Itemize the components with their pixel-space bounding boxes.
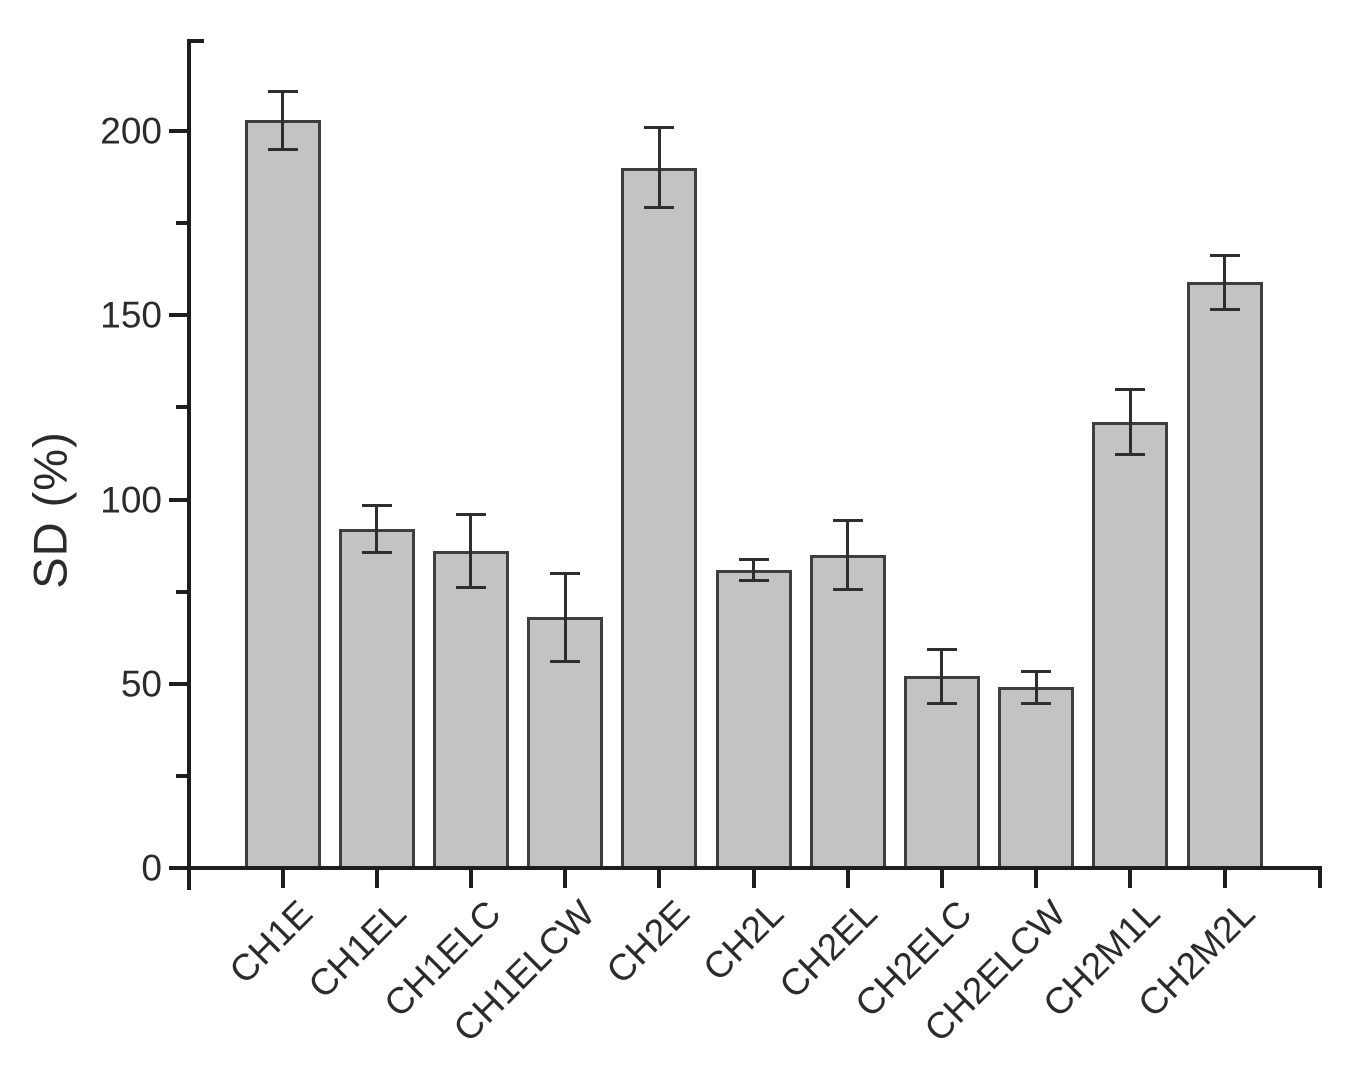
error-bar-cap-bottom xyxy=(455,585,486,589)
y-minor-tick xyxy=(176,405,187,410)
bar-CH2ELC xyxy=(903,676,980,870)
error-bar-cap-top xyxy=(926,647,957,651)
x-category-tick xyxy=(657,870,662,888)
error-bar-cap-bottom xyxy=(267,147,298,151)
error-bar-cap-top xyxy=(1021,669,1052,673)
error-bar-cap-bottom xyxy=(644,206,675,210)
error-bar-cap-bottom xyxy=(832,587,863,591)
bar-CH2E xyxy=(621,167,698,870)
y-minor-tick xyxy=(176,589,187,594)
error-bar-cap-top xyxy=(832,518,863,522)
error-bar-line xyxy=(846,519,850,590)
x-category-tick xyxy=(939,870,944,888)
y-major-tick xyxy=(169,866,187,870)
error-bar-line xyxy=(1034,670,1038,705)
error-bar-cap-top xyxy=(1115,388,1146,392)
x-category-tick xyxy=(845,870,850,888)
y-minor-tick xyxy=(176,773,187,778)
bar-CH2M2L xyxy=(1186,282,1263,870)
error-bar-cap-bottom xyxy=(550,659,581,663)
y-major-tick xyxy=(169,497,187,502)
x-axis-end-tick xyxy=(1318,870,1322,888)
y-tick-label: 50 xyxy=(120,663,162,705)
y-major-tick xyxy=(169,129,187,134)
error-bar-line xyxy=(657,127,661,209)
category-label-CH2E: CH2E xyxy=(598,892,697,992)
x-axis-line xyxy=(187,866,1322,870)
bar-CH2L xyxy=(715,569,792,870)
error-bar-line xyxy=(1223,254,1226,310)
y-axis-line xyxy=(187,39,191,890)
x-category-tick xyxy=(1128,870,1133,888)
error-bar-cap-bottom xyxy=(1115,453,1146,457)
y-tick-label: 100 xyxy=(100,479,162,521)
error-bar-cap-top xyxy=(738,557,769,561)
error-bar-cap-bottom xyxy=(1209,307,1240,311)
error-bar-cap-top xyxy=(644,126,675,130)
y-minor-tick xyxy=(176,221,187,226)
error-bar-cap-bottom xyxy=(738,578,769,582)
bar-CH2EL xyxy=(809,554,886,870)
y-tick-label: 200 xyxy=(100,110,162,152)
bar-CH1ELC xyxy=(432,551,509,870)
bar-CH2ELCW xyxy=(998,687,1075,870)
error-bar-line xyxy=(469,514,473,588)
error-bar-cap-bottom xyxy=(361,550,392,554)
x-category-tick xyxy=(1222,870,1227,888)
x-category-tick xyxy=(751,870,756,888)
error-bar-cap-top xyxy=(1209,253,1240,257)
x-category-tick xyxy=(1034,870,1039,888)
error-bar-cap-bottom xyxy=(926,702,957,706)
y-tick-label: 150 xyxy=(100,294,162,336)
error-bar-cap-top xyxy=(550,572,581,576)
bar-CH1EL xyxy=(338,529,415,870)
error-bar-cap-top xyxy=(361,504,392,508)
error-bar-cap-top xyxy=(267,89,298,93)
error-bar-line xyxy=(375,505,379,553)
y-major-tick xyxy=(169,681,187,686)
error-bar-line xyxy=(752,558,755,581)
bar-CH2M1L xyxy=(1092,422,1169,870)
y-major-tick xyxy=(169,313,187,318)
y-axis-top-cap xyxy=(191,39,204,43)
error-bar-line xyxy=(563,573,567,662)
x-category-tick xyxy=(468,870,473,888)
error-bar-line xyxy=(281,90,284,150)
x-category-tick xyxy=(374,870,379,888)
error-bar-line xyxy=(940,648,944,705)
x-category-tick xyxy=(563,870,568,888)
bar-CH1E xyxy=(244,120,321,870)
error-bar-cap-bottom xyxy=(1021,702,1052,706)
x-category-tick xyxy=(280,870,285,888)
error-bar-cap-top xyxy=(455,513,486,517)
y-tick-label: 0 xyxy=(141,847,162,889)
error-bar-line xyxy=(1128,389,1132,456)
